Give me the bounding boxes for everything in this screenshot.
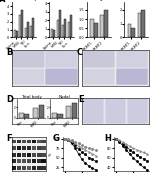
Title: Hemogram: Hemogram	[85, 0, 113, 1]
Bar	[12, 68, 45, 85]
Bar	[105, 98, 126, 124]
Bar	[12, 146, 16, 150]
Bar	[131, 28, 135, 37]
Bar	[64, 19, 66, 37]
Bar	[138, 13, 141, 37]
Bar	[57, 20, 59, 37]
Bar	[37, 153, 41, 157]
Bar	[37, 140, 41, 143]
Bar	[116, 50, 148, 67]
Bar	[22, 159, 26, 163]
Bar	[100, 15, 104, 37]
Bar	[21, 10, 23, 37]
Bar	[27, 140, 31, 143]
Bar	[41, 140, 46, 143]
Bar	[27, 22, 29, 37]
Bar	[41, 166, 46, 170]
Bar	[14, 30, 16, 37]
Bar	[32, 140, 36, 143]
Title: Total body: Total body	[12, 0, 37, 1]
Bar	[94, 23, 98, 37]
Bar	[12, 159, 16, 163]
Bar	[19, 15, 21, 37]
Bar	[32, 159, 36, 163]
Bar	[17, 166, 21, 170]
Bar	[27, 153, 31, 157]
Bar	[53, 30, 55, 37]
Bar	[37, 166, 41, 170]
Bar	[12, 153, 16, 157]
Bar	[41, 146, 46, 150]
Bar	[22, 146, 26, 150]
Bar	[32, 146, 36, 150]
Title: Luciferase: Luciferase	[124, 0, 149, 1]
Bar	[25, 28, 27, 37]
Bar	[104, 10, 108, 37]
Bar	[37, 159, 41, 163]
Bar	[22, 166, 26, 170]
Bar	[127, 98, 148, 124]
Bar	[30, 26, 32, 37]
Text: E: E	[78, 95, 84, 104]
Bar	[16, 31, 18, 37]
Text: F: F	[6, 134, 12, 143]
Bar	[116, 68, 148, 85]
Bar	[90, 19, 94, 37]
Bar	[17, 140, 21, 143]
Bar	[32, 166, 36, 170]
Text: G: G	[53, 134, 60, 143]
Bar	[128, 24, 131, 37]
Bar	[22, 140, 26, 143]
Bar	[82, 98, 104, 124]
Bar	[68, 22, 70, 37]
Bar	[41, 153, 46, 157]
Bar	[41, 159, 46, 163]
Bar	[62, 25, 64, 37]
Bar	[37, 146, 41, 150]
Y-axis label: %: %	[48, 152, 52, 156]
Bar	[12, 50, 45, 67]
Bar	[82, 68, 115, 85]
Text: A: A	[0, 0, 5, 4]
Text: B: B	[7, 48, 13, 57]
Bar	[82, 50, 115, 67]
Bar	[141, 10, 145, 37]
Bar	[12, 166, 16, 170]
Title: Nodal: Nodal	[54, 0, 69, 1]
Bar	[27, 166, 31, 170]
Bar	[27, 159, 31, 163]
Bar	[45, 68, 78, 85]
Text: D: D	[7, 95, 14, 104]
Text: C: C	[77, 48, 83, 57]
Bar	[32, 18, 34, 37]
Bar	[32, 153, 36, 157]
Bar	[12, 140, 16, 143]
Text: H: H	[104, 134, 111, 143]
Bar	[17, 146, 21, 150]
Bar	[17, 159, 21, 163]
Bar	[17, 153, 21, 157]
Bar	[45, 50, 78, 67]
Bar	[27, 146, 31, 150]
Bar	[70, 15, 72, 37]
Bar	[51, 29, 53, 37]
Bar	[59, 10, 61, 37]
Bar	[22, 153, 26, 157]
